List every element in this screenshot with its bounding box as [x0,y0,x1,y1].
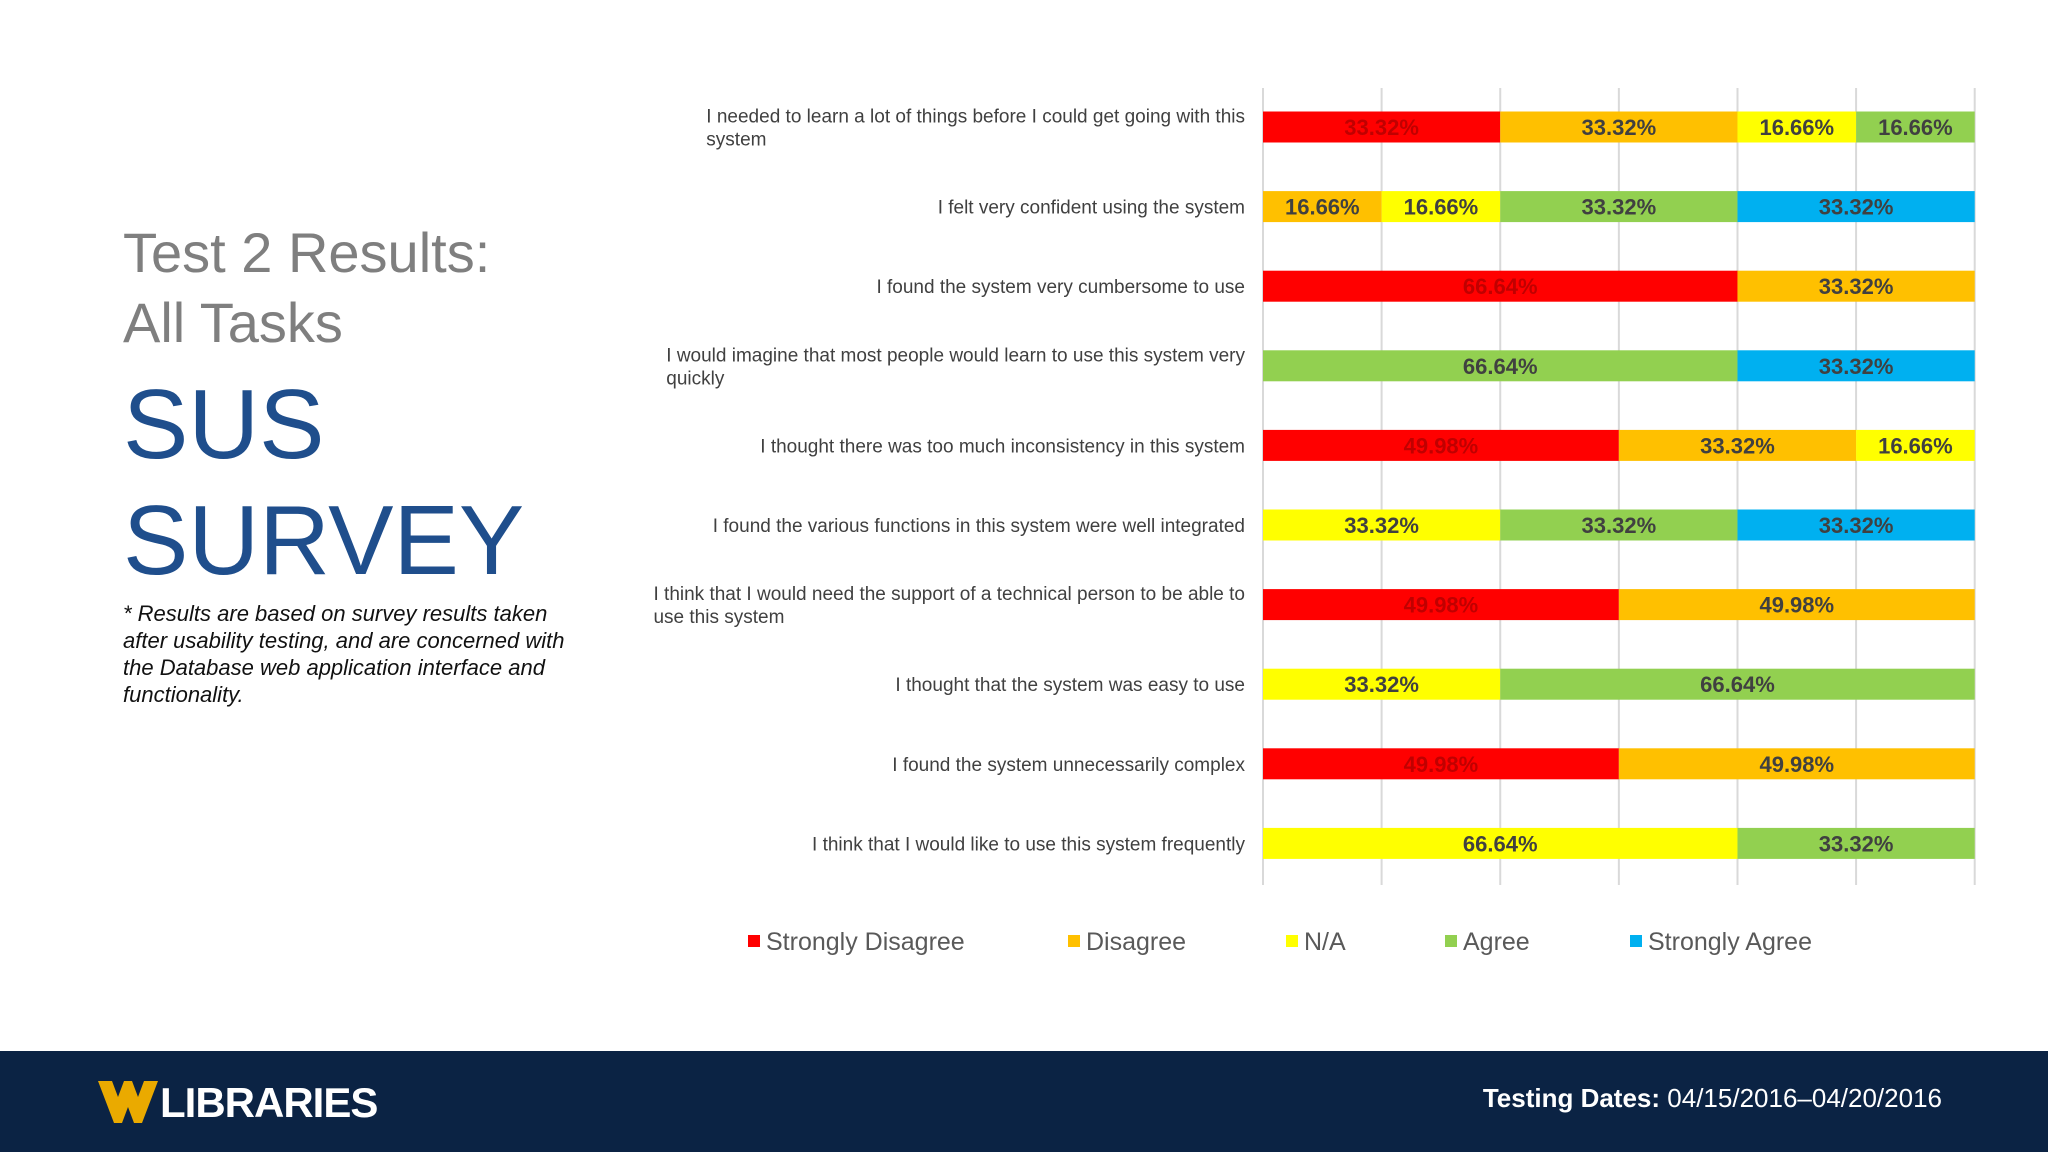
data-label: 33.32% [1819,195,1894,220]
sus-heading: SUS [123,369,325,479]
category-label: I think that I would like to use this sy… [812,834,1245,855]
data-label: 16.66% [1878,433,1953,458]
data-label: 33.32% [1582,195,1657,220]
bar-segment [1737,270,1975,302]
category-label: I thought there was too much inconsisten… [760,436,1245,457]
bar-segment [1618,429,1857,461]
data-label: 33.32% [1819,274,1894,299]
sus-survey-chart: I needed to learn a lot of things before… [653,88,1976,956]
data-label: 49.98% [1404,593,1479,618]
bar-segment [1737,191,1975,223]
bar-segment [1263,191,1382,223]
bar-segment [1263,111,1501,143]
testing-dates: Testing Dates: 04/15/2016–04/20/2016 [1483,1083,1942,1114]
chart-bars [1263,111,1975,859]
data-label: 49.98% [1759,593,1834,618]
bar-segment [1263,270,1738,302]
footer-bar: LIBRARIES Testing Dates: 04/15/2016–04/2… [0,1051,2048,1152]
bar-segment [1263,509,1501,541]
category-label: I needed to learn a lot of things before… [706,107,1245,151]
data-label: 66.64% [1463,274,1538,299]
bar-segment [1263,668,1501,700]
legend-swatch [1286,935,1298,947]
legend-label: Agree [1463,928,1530,956]
data-label: 33.32% [1819,354,1894,379]
value-labels: 33.32% 33.32% 16.66% 16.66% 16.66% 16.66% 33.3… [1285,115,1953,856]
slide-title-line-2: All Tasks [123,291,343,354]
bar-segment [1381,191,1501,223]
category-label: I felt very confident using the system [938,198,1245,219]
data-label: 66.64% [1463,831,1538,856]
category-label: I thought that the system was easy to us… [895,675,1245,696]
category-label: I think that I would need the support of… [653,584,1245,628]
legend-label: Strongly Disagree [766,928,965,956]
testing-dates-value: 04/15/2016–04/20/2016 [1667,1083,1942,1113]
data-label: 49.98% [1404,433,1479,458]
logo-wordmark: LIBRARIES [160,1079,378,1126]
data-label: 33.32% [1344,513,1419,538]
legend-swatch [748,935,760,947]
wvu-libraries-logo: LIBRARIES [98,1075,378,1131]
bar-segment [1856,111,1975,143]
bar-segment [1856,429,1975,461]
category-label: I would imagine that most people would l… [666,345,1245,389]
testing-dates-label: Testing Dates: [1482,1083,1661,1113]
bar-segment [1263,429,1619,461]
bar-segment [1263,589,1619,621]
legend-label: N/A [1304,928,1346,956]
data-label: 33.32% [1582,513,1657,538]
bar-segment [1737,509,1975,541]
category-label: I found the system very cumbersome to us… [876,277,1245,298]
slide-title-line-1: Test 2 Results: [123,221,491,284]
flying-wv-icon [98,1081,158,1123]
data-label: 33.32% [1344,115,1419,140]
data-label: 49.98% [1404,752,1479,777]
category-label: I found the system unnecessarily complex [892,755,1245,776]
bar-segment [1737,350,1975,382]
data-label: 66.64% [1700,672,1775,697]
bar-segment [1500,111,1738,143]
bar-segment [1500,668,1975,700]
data-label: 16.66% [1285,195,1360,220]
category-labels: I needed to learn a lot of things before… [653,107,1245,856]
legend-label: Strongly Agree [1648,928,1812,956]
data-label: 33.32% [1819,831,1894,856]
data-label: 33.32% [1700,433,1775,458]
data-label: 33.32% [1819,513,1894,538]
bar-segment [1737,827,1975,859]
bar-segment [1263,748,1619,780]
legend-swatch [1630,935,1642,947]
bar-segment [1263,350,1738,382]
footnote: * Results are based on survey results ta… [123,601,565,707]
survey-heading: SURVEY [123,485,525,595]
bar-segment [1618,748,1975,780]
bar-segment [1263,827,1738,859]
data-label: 66.64% [1463,354,1538,379]
data-label: 33.32% [1582,115,1657,140]
legend-swatch [1445,935,1457,947]
data-label: 16.66% [1404,195,1479,220]
bar-segment [1500,509,1738,541]
category-label: I found the various functions in this sy… [713,516,1245,537]
legend-label: Disagree [1086,928,1186,956]
bar-segment [1500,191,1738,223]
data-label: 16.66% [1878,115,1953,140]
data-label: 33.32% [1344,672,1419,697]
data-label: 49.98% [1759,752,1834,777]
legend-swatch [1068,935,1080,947]
bar-segment [1618,589,1975,621]
chart-legend: Strongly Disagree Disagree N/A Agree Strongl… [748,928,1812,956]
data-label: 16.66% [1759,115,1834,140]
bar-segment [1737,111,1857,143]
left-panel: Test 2 Results: All Tasks SUS SURVEY * R… [123,218,593,708]
